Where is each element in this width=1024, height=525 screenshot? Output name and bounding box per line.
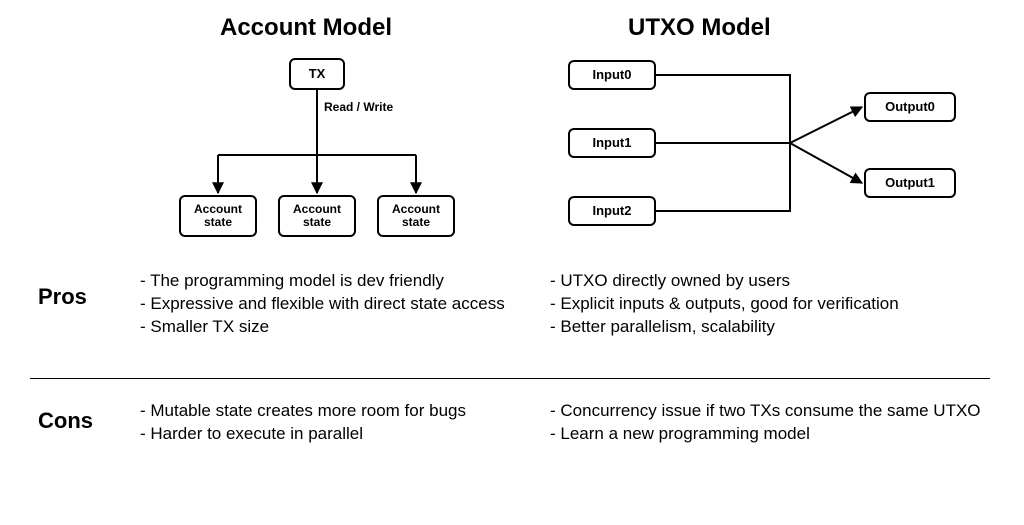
pros-account-item: Expressive and flexible with direct stat… (140, 293, 540, 316)
node-account-state-2: Account state (377, 195, 455, 237)
diagram-connectors (0, 0, 1024, 525)
node-account-state-1: Account state (278, 195, 356, 237)
node-tx: TX (289, 58, 345, 90)
pros-account-item: Smaller TX size (140, 316, 540, 339)
pros-account-item: The programming model is dev friendly (140, 270, 540, 293)
cons-account-list: Mutable state creates more room for bugs… (140, 400, 540, 446)
heading-utxo-model: UTXO Model (628, 14, 771, 42)
node-input0: Input0 (568, 60, 656, 90)
pros-account-list: The programming model is dev friendly Ex… (140, 270, 540, 339)
pros-utxo-item: Better parallelism, scalability (550, 316, 990, 339)
label-pros: Pros (38, 284, 87, 310)
node-input2: Input2 (568, 196, 656, 226)
cons-utxo-list: Concurrency issue if two TXs consume the… (550, 400, 990, 446)
node-account-state-0: Account state (179, 195, 257, 237)
edge-label-read-write: Read / Write (324, 100, 393, 114)
heading-account-model: Account Model (220, 14, 392, 42)
cons-utxo-item: Concurrency issue if two TXs consume the… (550, 400, 990, 423)
node-output0: Output0 (864, 92, 956, 122)
pros-utxo-list: UTXO directly owned by users Explicit in… (550, 270, 990, 339)
node-output1: Output1 (864, 168, 956, 198)
cons-account-item: Harder to execute in parallel (140, 423, 540, 446)
label-cons: Cons (38, 408, 93, 434)
divider-pros-cons (30, 378, 990, 379)
pros-utxo-item: Explicit inputs & outputs, good for veri… (550, 293, 990, 316)
cons-account-item: Mutable state creates more room for bugs (140, 400, 540, 423)
cons-utxo-item: Learn a new programming model (550, 423, 990, 446)
node-input1: Input1 (568, 128, 656, 158)
pros-utxo-item: UTXO directly owned by users (550, 270, 990, 293)
